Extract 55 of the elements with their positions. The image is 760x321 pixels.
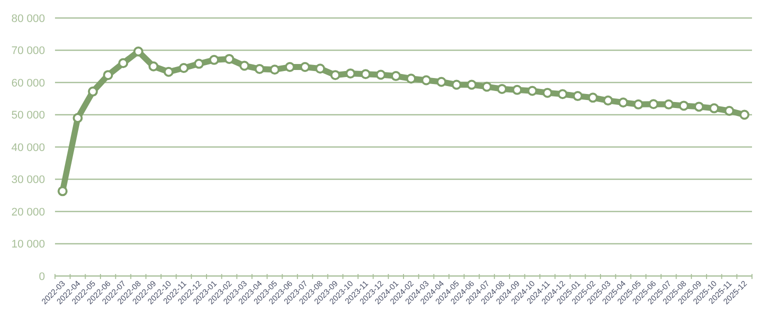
point bbox=[724, 106, 734, 116]
point bbox=[224, 54, 234, 64]
y-tick-label: 70 000 bbox=[11, 45, 45, 58]
point bbox=[664, 99, 674, 110]
point bbox=[618, 97, 628, 108]
y-tick-label: 30 000 bbox=[11, 174, 45, 186]
point bbox=[678, 100, 689, 111]
point bbox=[315, 64, 326, 74]
point bbox=[390, 71, 401, 82]
point bbox=[164, 66, 174, 77]
point bbox=[254, 64, 265, 74]
point bbox=[376, 70, 386, 80]
point bbox=[360, 69, 371, 80]
point bbox=[103, 70, 114, 80]
y-tick-label: 20 000 bbox=[11, 206, 45, 218]
point bbox=[572, 91, 583, 102]
y-tick-label: 80 000 bbox=[11, 12, 45, 25]
point bbox=[466, 80, 477, 90]
point bbox=[239, 60, 250, 71]
point bbox=[300, 62, 310, 72]
point bbox=[148, 61, 158, 72]
point bbox=[133, 46, 144, 57]
y-tick-label: 40 000 bbox=[11, 142, 45, 154]
point bbox=[194, 58, 204, 69]
point bbox=[633, 99, 644, 110]
point bbox=[345, 68, 356, 78]
point bbox=[421, 75, 432, 86]
y-tick-label: 10 000 bbox=[11, 238, 45, 251]
y-tick-label: 50 000 bbox=[11, 110, 45, 122]
point bbox=[512, 84, 522, 95]
point bbox=[694, 102, 704, 112]
point bbox=[527, 86, 538, 96]
point bbox=[406, 74, 416, 84]
point bbox=[209, 54, 220, 65]
point bbox=[542, 88, 552, 98]
point bbox=[709, 103, 720, 114]
point bbox=[496, 84, 507, 94]
point bbox=[72, 112, 83, 123]
point bbox=[588, 92, 598, 103]
point bbox=[88, 86, 98, 97]
point bbox=[330, 70, 340, 80]
point bbox=[436, 76, 446, 87]
point bbox=[284, 62, 295, 72]
y-tick-label: 0 bbox=[38, 270, 45, 283]
point bbox=[270, 64, 280, 75]
point bbox=[603, 96, 614, 106]
point bbox=[558, 89, 568, 100]
point bbox=[178, 62, 189, 73]
y-tick-label: 60 000 bbox=[11, 77, 45, 90]
point bbox=[58, 186, 68, 196]
point bbox=[648, 99, 659, 110]
point bbox=[739, 110, 750, 120]
point bbox=[482, 82, 492, 92]
point bbox=[118, 58, 128, 68]
point bbox=[452, 80, 462, 90]
